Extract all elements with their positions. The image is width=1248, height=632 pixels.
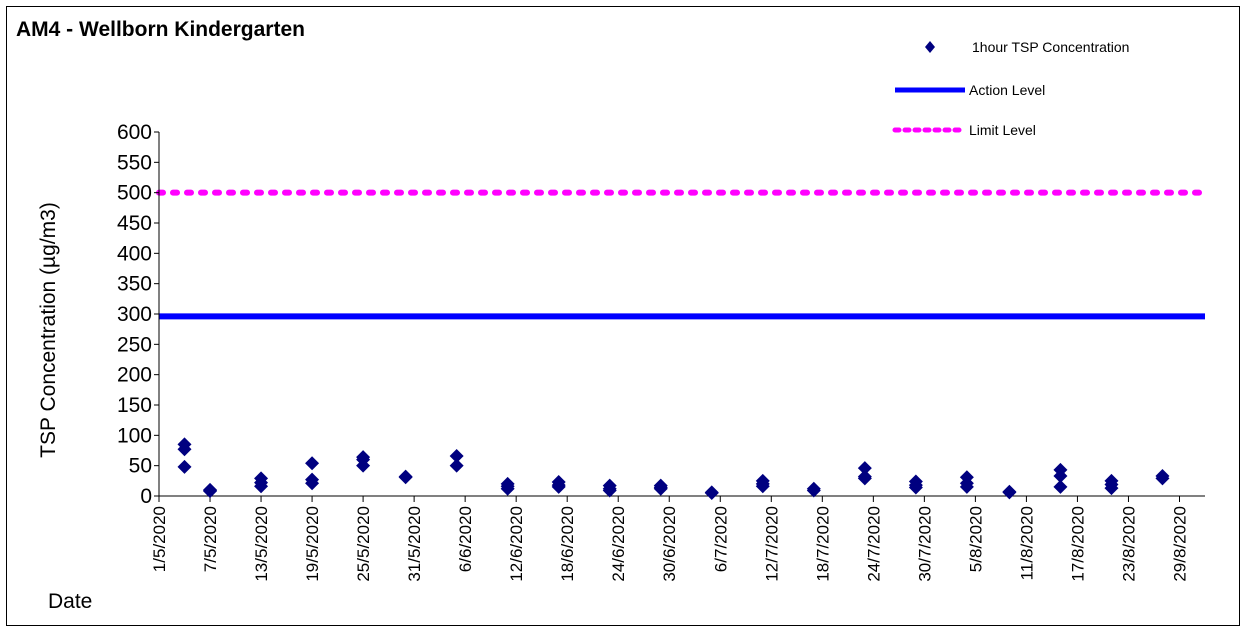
data-point — [1002, 485, 1017, 500]
y-tick-label: 150 — [117, 394, 152, 417]
y-tick-label: 200 — [117, 364, 152, 387]
data-point — [908, 480, 923, 495]
x-tick-label: 25/5/2020 — [354, 506, 373, 582]
legend-label-action: Action Level — [969, 82, 1045, 98]
x-tick-label: 18/7/2020 — [813, 506, 832, 582]
y-tick-label: 600 — [117, 121, 152, 144]
data-point — [177, 459, 192, 474]
y-axis-title: TSP Concentration (µg/m3) — [37, 202, 60, 458]
y-tick-label: 400 — [117, 242, 152, 265]
x-tick-label: 12/7/2020 — [762, 506, 781, 582]
data-point — [449, 458, 464, 473]
data-point — [356, 458, 371, 473]
data-point — [305, 476, 320, 491]
data-point — [1053, 479, 1068, 494]
x-tick-label: 18/6/2020 — [558, 506, 577, 582]
x-tick-label: 5/8/2020 — [966, 506, 985, 572]
y-tick-label: 300 — [117, 303, 152, 326]
data-point — [1053, 468, 1068, 483]
y-tick-label: 0 — [140, 485, 152, 508]
data-point — [755, 479, 770, 494]
legend-label-limit: Limit Level — [969, 122, 1036, 138]
x-tick-label: 23/8/2020 — [1119, 506, 1138, 582]
x-tick-label: 19/5/2020 — [303, 506, 322, 582]
y-tick-label: 100 — [117, 424, 152, 447]
data-point — [500, 481, 515, 496]
y-axis: 0 50 100 150 200 250 300 350 400 450 500 550 600 — [117, 121, 160, 508]
data-point — [551, 479, 566, 494]
y-tick-label: 50 — [129, 455, 152, 478]
legend-label-tsp: 1hour TSP Concentration — [972, 39, 1129, 55]
data-point — [254, 479, 269, 494]
data-point — [305, 456, 320, 471]
data-point — [857, 461, 872, 476]
x-tick-label: 29/8/2020 — [1170, 506, 1189, 582]
chart-title: AM4 - Wellborn Kindergarten — [16, 18, 305, 41]
x-axis-title: Date — [48, 590, 92, 613]
data-point — [653, 481, 668, 496]
y-tick-label: 550 — [117, 151, 152, 174]
x-tick-label: 7/5/2020 — [201, 506, 220, 572]
data-point — [203, 482, 218, 497]
x-tick-label: 11/8/2020 — [1017, 506, 1036, 580]
data-point — [806, 483, 821, 498]
x-tick-label: 30/7/2020 — [915, 506, 934, 582]
data-point — [177, 442, 192, 457]
data-point — [959, 479, 974, 494]
x-tick-label: 6/6/2020 — [456, 506, 475, 572]
data-point — [1104, 481, 1119, 496]
data-point — [857, 471, 872, 486]
data-point — [1155, 471, 1170, 486]
x-tick-label: 1/5/2020 — [150, 506, 169, 572]
data-point — [704, 485, 719, 500]
x-tick-label: 13/5/2020 — [252, 506, 271, 582]
x-tick-label: 6/7/2020 — [711, 506, 730, 572]
legend: 1hour TSP Concentration Action Level Lim… — [892, 39, 1129, 138]
x-tick-label: 30/6/2020 — [660, 506, 679, 582]
x-tick-label: 31/5/2020 — [405, 506, 424, 582]
legend-marker-diamond — [925, 41, 935, 53]
y-tick-label: 250 — [117, 333, 152, 356]
y-tick-label: 350 — [117, 273, 152, 296]
data-point — [449, 448, 464, 463]
data-point — [602, 483, 617, 498]
plot-lines — [156, 189, 1208, 320]
data-point — [398, 470, 413, 485]
x-axis: 1/5/2020 7/5/2020 13/5/2020 19/5/2020 25/5/2… — [150, 495, 1205, 582]
x-tick-label: 24/6/2020 — [609, 506, 628, 582]
x-tick-label: 17/8/2020 — [1068, 506, 1087, 582]
data-points — [177, 437, 1170, 500]
x-tick-label: 12/6/2020 — [507, 506, 526, 582]
y-tick-label: 500 — [117, 182, 152, 205]
x-tick-label: 24/7/2020 — [864, 506, 883, 582]
y-tick-label: 450 — [117, 212, 152, 235]
